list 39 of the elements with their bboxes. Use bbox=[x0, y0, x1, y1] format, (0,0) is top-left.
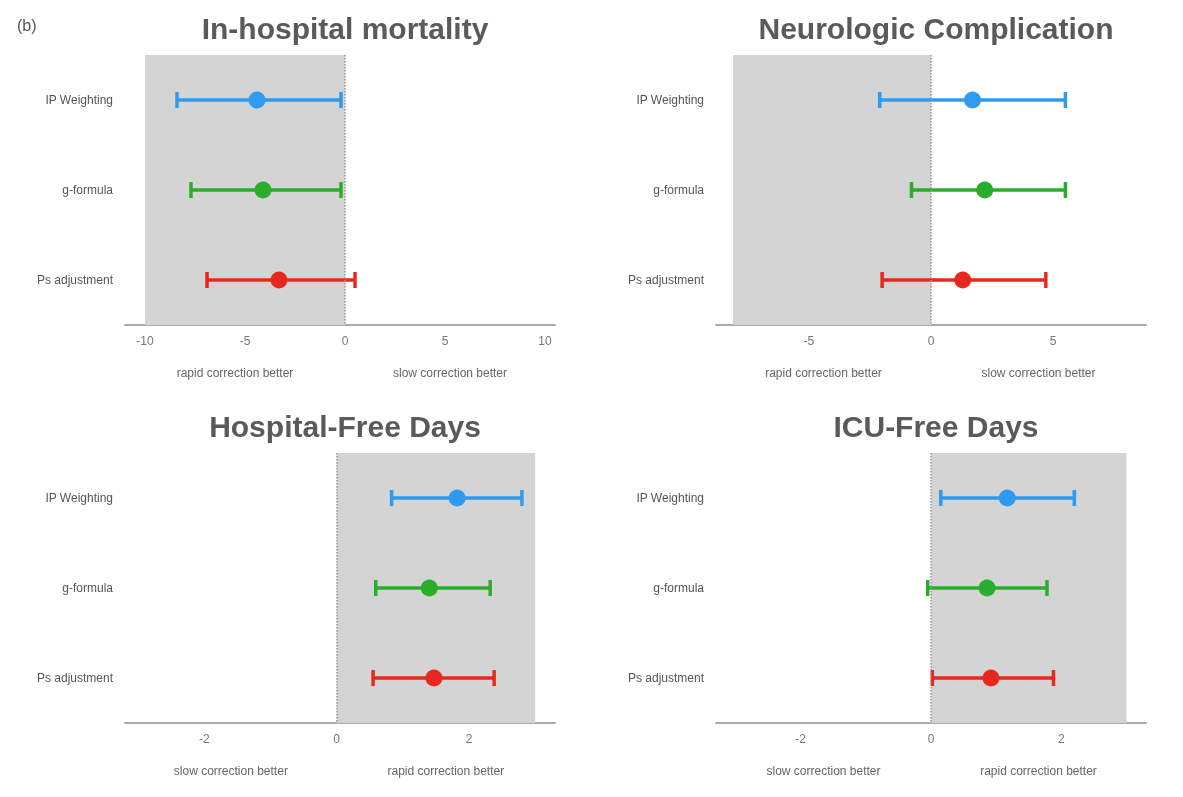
x-tick-label: -10 bbox=[136, 334, 154, 348]
x-tick-label: 0 bbox=[333, 732, 341, 746]
chart-subtitle: (b) bbox=[17, 16, 37, 34]
y-tick-label: Ps adjustment bbox=[36, 273, 114, 287]
x-tick-label: 5 bbox=[441, 334, 449, 348]
y-tick-label: g-formula bbox=[653, 581, 705, 595]
y-tick-label: IP Weighting bbox=[45, 93, 113, 107]
x-tick-label: -5 bbox=[239, 334, 251, 348]
text: slow correction better bbox=[392, 366, 508, 380]
chart-title: Hospital-Free Days bbox=[209, 409, 481, 443]
x-tick-label: 0 bbox=[927, 732, 935, 746]
text: rapid correction better bbox=[176, 366, 294, 380]
text: rapid correction better bbox=[765, 366, 882, 380]
y-tick-label: Ps adjustment bbox=[627, 671, 705, 685]
x-tick-label: -5 bbox=[803, 334, 815, 348]
y-tick-label: Ps adjustment bbox=[627, 273, 705, 287]
text: slow correction better bbox=[766, 764, 881, 778]
text: rapid correction better bbox=[387, 764, 505, 778]
x-tick-label: 10 bbox=[538, 334, 552, 348]
text: rapid correction better bbox=[980, 764, 1097, 778]
y-tick-label: Ps adjustment bbox=[36, 671, 114, 685]
text: slow correction better bbox=[173, 764, 288, 778]
y-tick-label: IP Weighting bbox=[45, 491, 113, 505]
x-tick-label: -2 bbox=[199, 732, 211, 746]
y-tick-label: g-formula bbox=[62, 183, 114, 197]
x-tick-label: 5 bbox=[1049, 334, 1057, 348]
x-tick-label: 0 bbox=[927, 334, 935, 348]
y-tick-label: IP Weighting bbox=[636, 491, 704, 505]
y-tick-label: g-formula bbox=[62, 581, 114, 595]
text: slow correction better bbox=[981, 366, 1096, 380]
y-tick-label: IP Weighting bbox=[636, 93, 704, 107]
x-tick-label: 2 bbox=[465, 732, 473, 746]
x-tick-label: 0 bbox=[341, 334, 349, 348]
chart-title: In-hospital mortality bbox=[201, 11, 489, 45]
y-tick-label: g-formula bbox=[653, 183, 705, 197]
chart-title: Neurologic Complication bbox=[758, 11, 1114, 45]
x-tick-label: 2 bbox=[1057, 732, 1065, 746]
chart-title: ICU-Free Days bbox=[833, 409, 1039, 443]
x-tick-label: -2 bbox=[795, 732, 807, 746]
